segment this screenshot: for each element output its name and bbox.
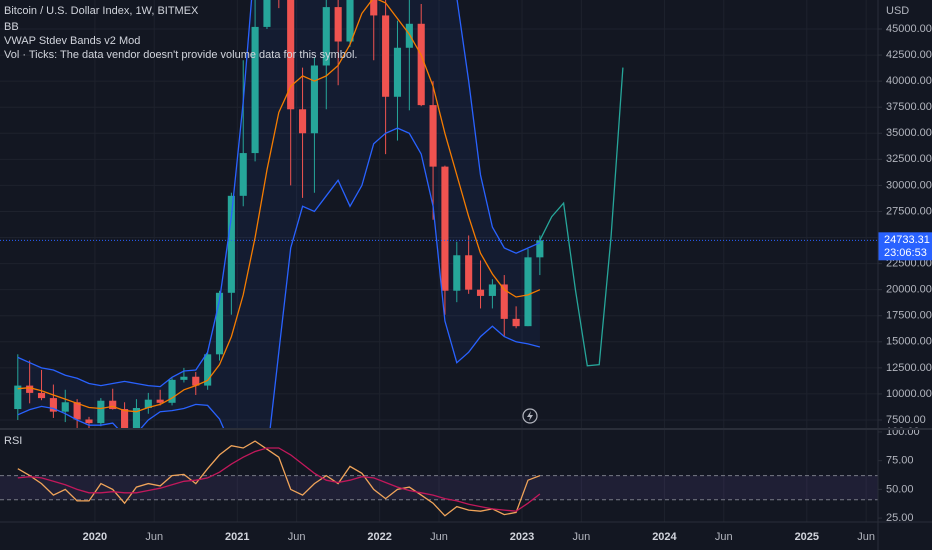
indicator: Vol · Ticks: The data vendor doesn't pro… [4, 49, 357, 61]
candle-body [180, 376, 188, 380]
candle-body [453, 255, 461, 291]
y-tick-label: 12500.00 [886, 362, 932, 374]
candle-body [97, 400, 105, 424]
candle-body [322, 7, 330, 66]
candle-body [334, 7, 342, 42]
candle-body [61, 402, 69, 412]
candle-body [512, 318, 520, 327]
candle-body [49, 398, 57, 412]
x-tick-label: 2024 [652, 531, 677, 543]
candle-body [37, 392, 46, 399]
candle-body [382, 15, 390, 97]
candle-body [227, 195, 235, 293]
rsi-pane [0, 430, 878, 522]
candle-body [263, 0, 271, 27]
x-tick-label: Jun [857, 531, 875, 543]
y-tick-label: 100.00 [886, 426, 920, 438]
candle-body [524, 257, 532, 327]
level-band [0, 475, 878, 500]
currency: USD [886, 5, 909, 17]
line-series [17, 127, 541, 428]
x-tick-label: 2023 [510, 531, 534, 543]
candle-body [346, 0, 354, 42]
candle-body [393, 47, 402, 97]
y-tick-label: 35000.00 [886, 127, 932, 139]
y-tick-label: 42500.00 [886, 49, 932, 61]
y-tick-label: 22500.00 [886, 258, 932, 270]
candle-body [417, 23, 425, 106]
line-series [539, 67, 624, 367]
last-price-box [878, 232, 932, 261]
x-tick-label: 2020 [83, 531, 107, 543]
last-price-label: 24733.31 [884, 234, 930, 246]
y-tick-label: 75.00 [886, 455, 914, 467]
candle-body [73, 402, 81, 420]
candle-body [500, 284, 508, 319]
candle-body [310, 65, 318, 134]
main-pane [0, 0, 878, 428]
candle-body [251, 26, 259, 154]
candle-body [488, 284, 496, 296]
chart-title: Bitcoin / U.S. Dollar Index, 1W, BITMEX [4, 5, 199, 17]
y-tick-label: 50.00 [886, 483, 914, 495]
y-tick-label: 17500.00 [886, 310, 932, 322]
candle-body [85, 419, 93, 424]
candle-body [405, 23, 413, 48]
candle-body [26, 385, 34, 393]
candle-body [429, 105, 437, 167]
line-series [17, 447, 541, 512]
candle-body [476, 289, 485, 296]
candle-body [204, 354, 212, 386]
candle-body [215, 292, 224, 355]
y-tick-label: 7500.00 [886, 414, 926, 426]
candle-body [441, 166, 449, 291]
line-series [17, 0, 541, 413]
candle-body [168, 379, 176, 403]
x-tick-label: 2021 [225, 531, 249, 543]
y-tick-label: 30000.00 [886, 179, 932, 191]
candle-body [144, 399, 152, 409]
x-tick-label: Jun [145, 531, 163, 543]
alert-icon[interactable] [522, 408, 538, 424]
y-tick-label: 27500.00 [886, 205, 932, 217]
candle-body [121, 409, 129, 428]
x-tick-label: 2022 [367, 531, 391, 543]
candle-body [370, 0, 378, 16]
candle-body [14, 385, 22, 410]
y-tick-label: 40000.00 [886, 75, 932, 87]
y-tick-label: 20000.00 [886, 284, 932, 296]
x-tick-label: Jun [715, 531, 733, 543]
candle-body [298, 109, 307, 134]
x-tick-label: Jun [430, 531, 448, 543]
y-tick-label: 37500.00 [886, 101, 932, 113]
candle-body [156, 399, 164, 403]
y-tick-label: 25.00 [886, 512, 914, 524]
indicator: VWAP Stdev Bands v2 Mod [4, 35, 140, 47]
countdown: 23:06:53 [884, 247, 927, 259]
candle-body [109, 400, 117, 410]
candle-body [239, 153, 247, 196]
indicator: BB [4, 21, 19, 33]
y-tick-label: 10000.00 [886, 388, 932, 400]
line-series [17, 0, 541, 388]
candle-body [192, 376, 200, 386]
candle-body [465, 255, 473, 290]
x-tick-label: 2025 [795, 531, 819, 543]
y-tick-label: 32500.00 [886, 153, 932, 165]
candle-body [132, 408, 141, 428]
candle-body [287, 0, 295, 110]
line-series [17, 440, 541, 517]
y-tick-label: 45000.00 [886, 23, 932, 35]
x-tick-label: Jun [573, 531, 591, 543]
x-tick-label: Jun [288, 531, 306, 543]
rsi-title: RSI [4, 435, 22, 447]
y-tick-label: 15000.00 [886, 336, 932, 348]
candle-body [536, 240, 544, 258]
